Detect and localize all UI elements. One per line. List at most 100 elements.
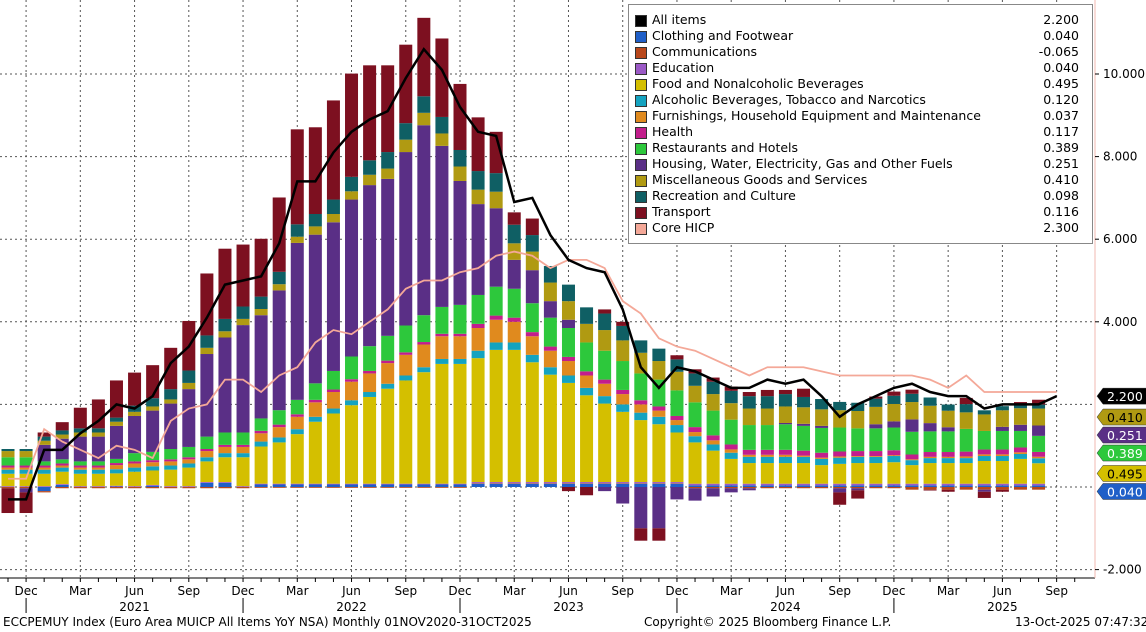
bar-segment — [471, 171, 485, 190]
bar-segment — [706, 381, 720, 395]
bar-segment — [634, 420, 648, 483]
bar-segment — [724, 444, 738, 450]
bar-segment — [525, 332, 539, 337]
bar-segment — [435, 363, 449, 484]
bar-segment — [778, 487, 792, 489]
bar-segment — [1032, 483, 1046, 486]
bar-segment — [995, 460, 1009, 484]
bar-segment — [778, 449, 792, 455]
bar-segment — [471, 204, 485, 295]
bar-segment — [634, 483, 648, 484]
bar-segment — [146, 485, 160, 487]
bar-segment — [525, 235, 539, 252]
bar-segment — [164, 399, 178, 404]
legend-value: 2.300 — [1043, 220, 1079, 235]
bar-segment — [634, 528, 648, 541]
bar-segment — [326, 413, 340, 484]
bar-segment — [109, 425, 123, 459]
bar-segment — [37, 467, 51, 470]
bar-segment — [507, 349, 521, 483]
bar-segment — [598, 483, 612, 487]
bar-segment — [1013, 452, 1027, 454]
bar-segment — [471, 117, 485, 172]
x-tick-label: Sep — [1045, 584, 1068, 598]
bar-segment — [381, 383, 395, 389]
bar-segment — [634, 340, 648, 353]
value-tag-shape — [1096, 465, 1146, 482]
bar-segment — [887, 462, 901, 484]
bar-segment — [797, 456, 811, 464]
x-tick-label: Dec — [448, 584, 471, 598]
bar-segment — [543, 346, 557, 351]
bar-segment — [580, 307, 594, 324]
bar-segment — [905, 487, 919, 490]
bar-segment — [525, 218, 539, 236]
bar-segment — [887, 395, 901, 404]
bar-segment — [507, 483, 521, 487]
bar-segment — [290, 416, 304, 430]
bar-segment — [236, 444, 250, 447]
bar-segment — [797, 407, 811, 424]
year-label: 2023 — [553, 600, 584, 614]
bar-segment — [345, 487, 359, 488]
bar-segment — [561, 483, 575, 484]
bar-segment — [236, 453, 250, 458]
bar-segment — [634, 400, 648, 405]
bar-segment — [363, 484, 377, 487]
bar-segment — [598, 403, 612, 483]
bar-segment — [19, 487, 33, 489]
bar-segment — [977, 460, 991, 484]
bar-segment — [778, 483, 792, 486]
bar-segment — [381, 335, 395, 361]
bar-segment — [164, 465, 178, 470]
bar-segment — [1032, 487, 1046, 490]
bar-segment — [905, 402, 919, 420]
bar-segment — [561, 382, 575, 483]
bar-segment — [652, 410, 666, 417]
bar-segment — [146, 406, 160, 411]
bar-segment — [815, 452, 829, 458]
bar-segment — [290, 399, 304, 415]
bar-segment — [308, 234, 322, 384]
bar-segment — [73, 486, 87, 487]
bar-segment — [453, 484, 467, 487]
bar-segment — [797, 425, 811, 451]
bar-segment — [1, 451, 15, 458]
x-tick-label: Mar — [720, 584, 743, 598]
bar-segment — [453, 149, 467, 167]
bar-segment — [272, 484, 286, 487]
bar-segment — [995, 487, 1009, 490]
bar-segment — [272, 197, 286, 272]
bar-segment — [887, 421, 901, 428]
bar-segment — [688, 487, 702, 489]
bar-segment — [543, 317, 557, 347]
bar-segment — [345, 381, 359, 401]
bar-segment — [326, 487, 340, 488]
legend-value: 0.098 — [1043, 188, 1079, 203]
bar-segment — [706, 485, 720, 487]
bar-segment — [634, 487, 648, 529]
bar-segment — [236, 318, 250, 326]
bar-segment — [688, 483, 702, 486]
bar-segment — [670, 390, 684, 416]
bar-segment — [815, 427, 829, 453]
bar-segment — [254, 315, 268, 419]
bar-segment — [308, 487, 322, 488]
bar-segment — [91, 399, 105, 429]
bar-segment — [146, 451, 160, 461]
bar-segment — [91, 487, 105, 489]
bar-segment — [1, 473, 15, 487]
bar-segment — [670, 415, 684, 421]
bar-segment — [797, 396, 811, 408]
bar-segment — [218, 487, 232, 489]
bar-segment — [923, 485, 937, 487]
bar-segment — [1, 465, 15, 468]
bar-segment — [109, 380, 123, 418]
bar-segment — [543, 482, 557, 484]
bar-segment — [977, 430, 991, 450]
value-tag: 0.495 — [1096, 465, 1146, 482]
bar-segment — [760, 483, 774, 486]
bar-segment — [55, 484, 69, 485]
bar-segment — [797, 485, 811, 487]
bar-segment — [923, 487, 937, 490]
